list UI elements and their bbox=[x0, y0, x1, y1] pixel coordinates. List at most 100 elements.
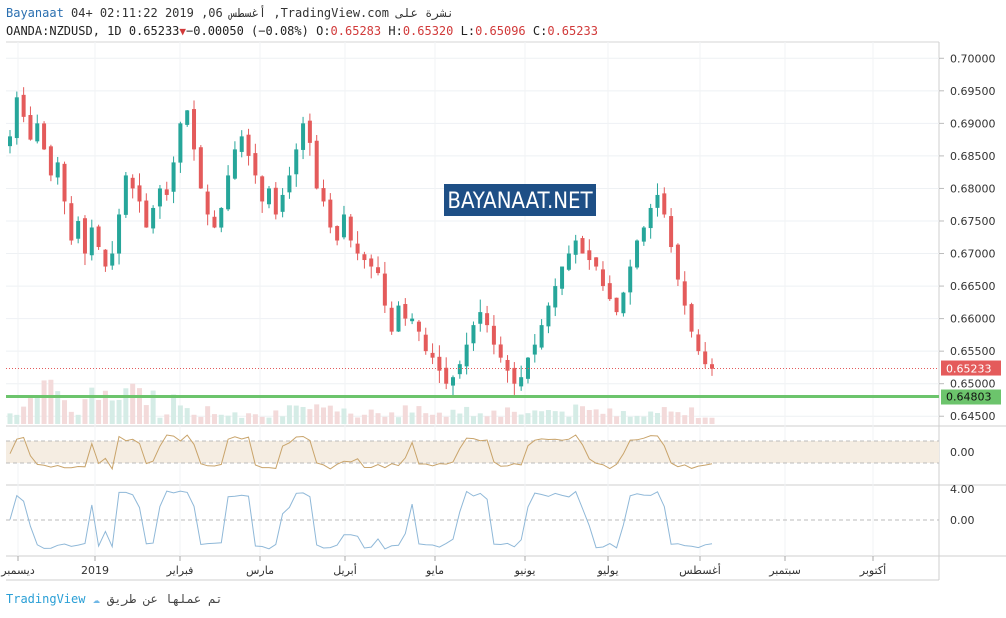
volume-bar bbox=[368, 409, 374, 424]
candle-body bbox=[198, 147, 203, 189]
candle-body bbox=[130, 177, 135, 189]
candle-body bbox=[498, 344, 503, 358]
volume-bar bbox=[232, 412, 238, 424]
y-tick-label: 0.65500 bbox=[950, 345, 996, 358]
candle-body bbox=[307, 120, 312, 143]
volume-bar bbox=[375, 413, 381, 424]
candle-body bbox=[266, 188, 271, 205]
volume-bar bbox=[116, 399, 122, 424]
volume-bar bbox=[416, 406, 422, 424]
y-tick-label: 0.68500 bbox=[950, 150, 996, 163]
volume-bar bbox=[225, 415, 231, 424]
candle-body bbox=[260, 176, 265, 202]
volume-bar bbox=[280, 416, 286, 424]
symbol-ohlc-line: OANDA:NZDUSD, 1D 0.65233▼−0.00050 (−0.08… bbox=[6, 24, 598, 38]
volume-bar bbox=[464, 406, 470, 424]
candle-body bbox=[69, 203, 74, 241]
brand-name: Bayanaat bbox=[6, 6, 64, 20]
volume-bar bbox=[586, 410, 592, 424]
volume-bar bbox=[580, 406, 586, 424]
x-tick-label: أغسطس bbox=[679, 563, 721, 577]
x-tick-label: 2019 bbox=[81, 564, 109, 577]
y-tick-label: 0.69000 bbox=[950, 117, 996, 130]
candle-body bbox=[178, 123, 183, 163]
volume-bar bbox=[205, 406, 211, 424]
volume-bar bbox=[334, 411, 340, 424]
volume-bar bbox=[450, 409, 456, 424]
volume-bar bbox=[102, 390, 108, 424]
volume-bar bbox=[218, 414, 224, 424]
volume-bar bbox=[395, 417, 401, 424]
candle-body bbox=[301, 123, 306, 150]
volume-bar bbox=[498, 416, 504, 424]
candle-body bbox=[471, 325, 476, 344]
candle-body bbox=[703, 351, 708, 365]
volume-bar bbox=[661, 407, 667, 424]
candle-body bbox=[648, 207, 653, 229]
candle-body bbox=[689, 304, 694, 332]
candle-body bbox=[42, 123, 47, 150]
volume-bar bbox=[436, 412, 442, 424]
candle-body bbox=[103, 249, 108, 267]
candle-body bbox=[151, 207, 156, 229]
volume-bar bbox=[382, 416, 388, 424]
osc1-band bbox=[6, 441, 939, 463]
volume-bar bbox=[505, 407, 511, 424]
candle-body bbox=[389, 307, 394, 332]
volume-bar bbox=[327, 405, 333, 424]
symbol-label: OANDA:NZDUSD, 1D bbox=[6, 24, 122, 38]
candle-body bbox=[641, 227, 646, 242]
candle-body bbox=[348, 216, 353, 241]
y-tick-label: 0.68000 bbox=[950, 182, 996, 195]
candle-body bbox=[403, 304, 408, 319]
volume-bar bbox=[89, 387, 95, 424]
candle-body bbox=[171, 162, 176, 192]
volume-bar bbox=[593, 409, 599, 424]
candle-body bbox=[444, 367, 449, 384]
volume-bar bbox=[573, 404, 579, 424]
volume-bar bbox=[484, 416, 490, 424]
volume-bar bbox=[518, 414, 524, 424]
volume-bars bbox=[7, 379, 715, 424]
volume-bar bbox=[545, 410, 551, 424]
candle-body bbox=[82, 218, 87, 254]
volume-bar bbox=[109, 400, 115, 424]
candle-body bbox=[239, 136, 244, 152]
candle-body bbox=[123, 175, 128, 215]
osc2-line[interactable] bbox=[9, 490, 713, 550]
y-tick-label: 0.67000 bbox=[950, 248, 996, 261]
last-price-tag bbox=[941, 360, 1001, 376]
volume-bar bbox=[648, 411, 654, 424]
x-tick-label: سبتمبر bbox=[768, 564, 801, 577]
volume-bar bbox=[321, 407, 327, 424]
volume-bar bbox=[709, 417, 715, 424]
publish-timestamp: 04+ 02:11:22 2019 ,06 أغسطس bbox=[71, 6, 267, 20]
volume-bar bbox=[634, 415, 640, 424]
candle-body bbox=[628, 266, 633, 293]
candle-body bbox=[355, 243, 360, 254]
candle-body bbox=[144, 200, 149, 228]
volume-bar bbox=[136, 388, 142, 424]
osc1-line[interactable] bbox=[9, 434, 713, 471]
volume-bar bbox=[559, 411, 565, 424]
candles[interactable] bbox=[8, 87, 714, 396]
candle-body bbox=[219, 207, 224, 228]
osc1-zero-label: 0.00 bbox=[950, 446, 975, 459]
candle-body bbox=[89, 227, 94, 256]
candle-body bbox=[525, 357, 530, 379]
x-tick-label: يونيو bbox=[514, 564, 536, 577]
candle-body bbox=[457, 364, 462, 375]
candle-body bbox=[532, 344, 537, 355]
down-triangle-icon: ▼ bbox=[179, 25, 187, 38]
candle-body bbox=[655, 194, 660, 208]
candle-body bbox=[287, 175, 292, 193]
volume-bar bbox=[55, 391, 61, 424]
candle-body bbox=[546, 305, 551, 327]
volume-bar bbox=[293, 405, 299, 424]
candle-body bbox=[226, 175, 231, 210]
watermark-box bbox=[444, 184, 596, 216]
candle-body bbox=[710, 364, 714, 369]
volume-bar bbox=[246, 413, 252, 424]
close-value: 0.65233 bbox=[547, 24, 598, 38]
